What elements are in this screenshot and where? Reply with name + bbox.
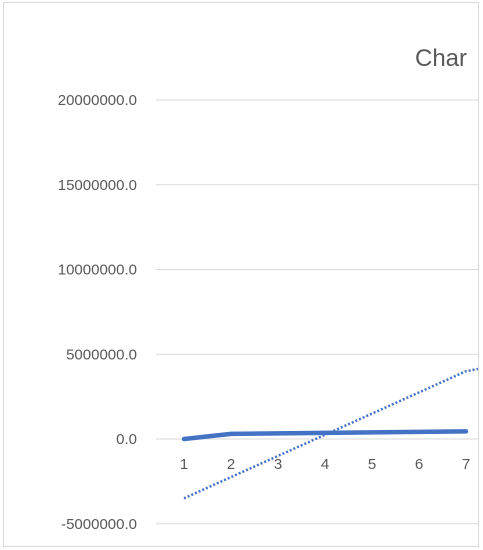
- x-tick-label: 3: [274, 456, 282, 473]
- x-tick-label: 6: [415, 456, 423, 473]
- y-tick-label: 10000000.0: [58, 262, 137, 279]
- chart-plot: 20000000.0 15000000.0 10000000.0 5000000.0 0…: [58, 45, 478, 533]
- series-line: [181, 429, 469, 442]
- x-axis-ticks: 1 2 3 4 5 6 7: [180, 456, 470, 473]
- y-tick-label: 0.0: [116, 431, 137, 448]
- x-tick-label: 1: [180, 456, 188, 473]
- y-tick-label: 15000000.0: [58, 177, 137, 194]
- chart-title: Char: [415, 45, 467, 72]
- x-tick-label: 7: [462, 456, 470, 473]
- y-tick-label: 5000000.0: [66, 346, 137, 363]
- x-tick-label: 5: [368, 456, 376, 473]
- chart-frame: 20000000.0 15000000.0 10000000.0 5000000.0 0…: [3, 2, 479, 547]
- x-tick-label: 4: [321, 456, 329, 473]
- y-tick-label: -5000000.0: [61, 516, 137, 533]
- x-tick-label: 2: [227, 456, 235, 473]
- trendline: [183, 367, 478, 500]
- series-layer: [181, 367, 478, 500]
- gridlines: [156, 99, 478, 525]
- y-tick-label: 20000000.0: [58, 92, 137, 109]
- y-axis-ticks: 20000000.0 15000000.0 10000000.0 5000000.0 0…: [58, 92, 137, 533]
